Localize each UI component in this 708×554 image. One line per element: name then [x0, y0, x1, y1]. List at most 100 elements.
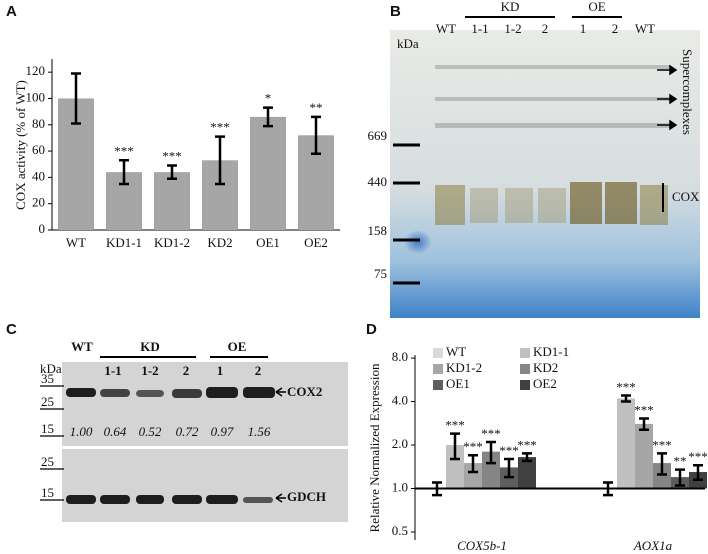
error-bar: [639, 417, 649, 432]
legend-label: WT: [446, 344, 466, 359]
error-bar: [263, 106, 273, 128]
y-tick-label: 8.0: [392, 349, 408, 364]
x-tick-label: KD1-2: [154, 235, 190, 250]
error-bar: [215, 135, 225, 186]
y-tick-label: 2.0: [392, 436, 408, 451]
marker-label: 669: [368, 128, 388, 143]
error-bar: [311, 115, 321, 155]
annotation: ***: [688, 449, 708, 464]
lane-label: 2: [255, 363, 262, 378]
band-label: COX2: [287, 384, 322, 399]
annotation: ***: [517, 437, 537, 452]
x-tick-label: WT: [66, 235, 86, 250]
blot-bands: [66, 387, 275, 504]
annotation: ***: [634, 403, 654, 418]
annotation: ***: [463, 439, 483, 454]
bar: [250, 116, 286, 230]
bar: [653, 463, 671, 489]
annotation: **: [674, 454, 687, 469]
error-bar: [504, 457, 514, 479]
ratio: 0.97: [211, 424, 234, 439]
marker-label: 15: [41, 421, 54, 436]
y-tick-label: 40: [32, 168, 45, 183]
x-tick-label: AOX1a: [633, 538, 673, 553]
legend-swatch: [520, 380, 530, 390]
annotation: ***: [499, 443, 519, 458]
error-bar: [71, 72, 81, 125]
marker-label: 25: [41, 454, 54, 469]
annotation: ***: [210, 120, 230, 135]
annotation: ***: [652, 437, 672, 452]
legend-label: KD2: [533, 360, 558, 375]
x-tick-label: OE1: [256, 235, 280, 250]
lane-label: 2: [612, 21, 619, 36]
lane-label: 1: [580, 21, 587, 36]
marker-label: 25: [41, 394, 54, 409]
bar: [464, 463, 482, 489]
error-bar: [693, 463, 703, 481]
gel-image: [390, 30, 700, 318]
y-axis-label: COX activity (% of WT): [13, 80, 28, 210]
error-bar: [486, 440, 496, 465]
error-bar: [450, 432, 460, 461]
ratio: 1.00: [70, 424, 93, 439]
marker-lines: [393, 143, 420, 285]
annotation: **: [310, 100, 323, 115]
y-tick-label: 120: [26, 63, 46, 78]
gel-lanes: [404, 65, 670, 254]
lane-label: 2: [183, 363, 190, 378]
x-tick-label: KD1-1: [106, 235, 142, 250]
lane-label: 2: [542, 21, 549, 36]
error-bar: [657, 452, 667, 476]
y-tick-label: 80: [32, 116, 45, 131]
lane-label: WT: [436, 21, 456, 36]
marker-label: 158: [368, 223, 388, 238]
legend-label: OE1: [446, 376, 470, 391]
y-tick-label: 0.5: [392, 523, 408, 538]
error-bar: [522, 452, 532, 463]
annotation: ***: [481, 426, 501, 441]
panel-label: B: [390, 3, 401, 20]
group-label: KD: [501, 0, 520, 14]
bar: [446, 445, 464, 489]
annotation: *: [265, 91, 272, 106]
group-label: OE: [228, 339, 247, 354]
legend-label: KD1-1: [533, 344, 569, 359]
lane-label: WT: [71, 339, 93, 354]
group-label: OE: [588, 0, 605, 14]
legend-swatch: [520, 348, 530, 358]
legend-label: KD1-2: [446, 360, 482, 375]
unit-label: kDa: [397, 36, 419, 51]
ratio: 0.72: [176, 424, 199, 439]
marker-lines: [40, 385, 64, 501]
y-tick-label: 0: [39, 221, 46, 236]
panel-label: C: [6, 321, 17, 338]
y-tick-label: 100: [26, 89, 46, 104]
x-tick-label: COX5b-1: [457, 538, 507, 553]
band-label: Supercomplexes: [680, 49, 695, 135]
bar: [482, 451, 500, 489]
ratios: 1.00 0.64 0.52 0.72 0.97 1.56: [70, 424, 271, 439]
annotation: ***: [162, 149, 182, 164]
band-label: COX: [672, 189, 700, 204]
ratio: 1.56: [248, 424, 271, 439]
marker-label: 15: [41, 485, 54, 500]
bar: [635, 423, 653, 489]
error-bar: [675, 468, 685, 487]
x-tick-label: OE2: [304, 235, 328, 250]
legend-swatch: [433, 364, 443, 374]
y-tick-label: 20: [32, 195, 45, 210]
lane-label: 1: [217, 363, 224, 378]
y-tick-label: 60: [32, 142, 45, 157]
annotation: ***: [445, 418, 465, 433]
bar: [617, 398, 635, 489]
error-bar: [119, 159, 129, 186]
legend-swatch: [433, 380, 443, 390]
marker-label: 35: [41, 371, 54, 386]
lane-label: 1-2: [141, 363, 158, 378]
ratio: 0.64: [104, 424, 127, 439]
y-tick-label: 1.0: [392, 479, 408, 494]
arrows: [657, 64, 678, 131]
lane-label: WT: [635, 21, 655, 36]
